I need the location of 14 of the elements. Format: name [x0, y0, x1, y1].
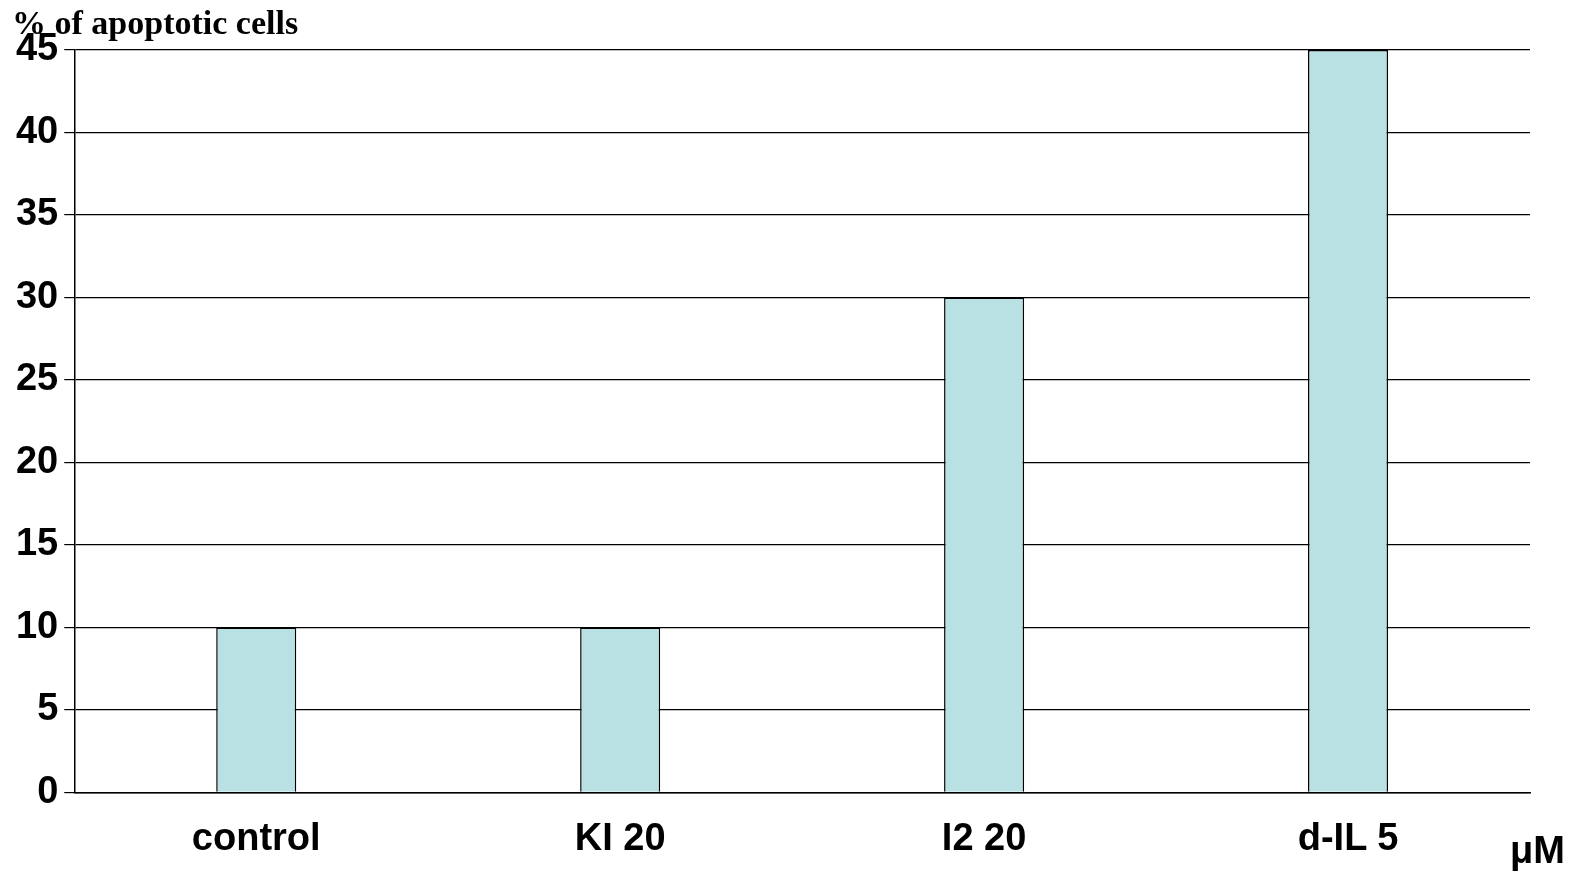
x-tick-label: I2 20 — [941, 815, 1027, 858]
x-tick-label: KI 20 — [574, 815, 666, 858]
x-tick-label: d-IL 5 — [1297, 815, 1399, 858]
y-tick-label: 40 — [15, 108, 59, 151]
y-tick-label: 30 — [15, 273, 59, 316]
x-axis-title: μM — [1510, 829, 1565, 872]
y-tick-label: 0 — [37, 768, 59, 811]
y-tick-label: 15 — [15, 521, 59, 564]
y-tick-label: 25 — [15, 356, 59, 399]
y-tick-label: 20 — [15, 438, 59, 481]
y-tick-label: 35 — [15, 191, 59, 234]
y-tick-label: 10 — [15, 603, 59, 646]
y-tick-label: 5 — [37, 686, 59, 729]
x-tick-label: control — [191, 815, 321, 858]
